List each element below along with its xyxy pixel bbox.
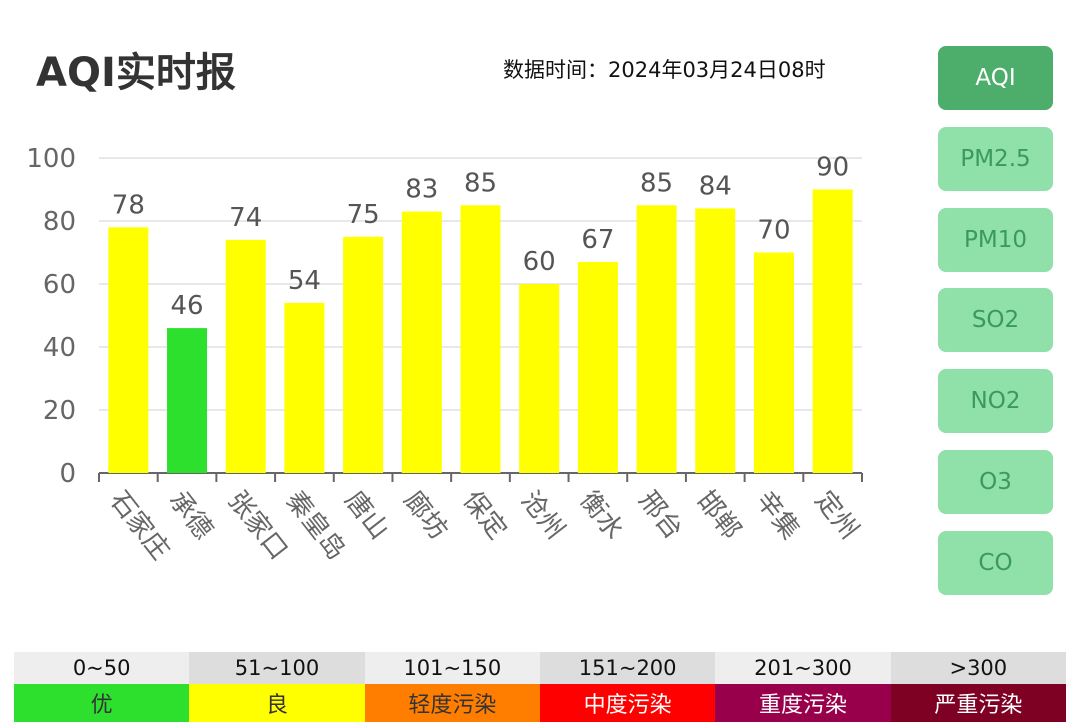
legend-level: 良 — [189, 684, 365, 722]
legend-level: 重度污染 — [715, 684, 891, 722]
y-tick-label: 40 — [43, 333, 76, 363]
bar — [695, 208, 736, 473]
y-tick-label: 80 — [43, 207, 76, 237]
legend-level: 轻度污染 — [364, 684, 540, 722]
legend-range: 201~300 — [715, 652, 891, 684]
y-tick-label: 0 — [59, 459, 76, 489]
bar — [753, 252, 794, 473]
data-label: 75 — [347, 200, 380, 230]
bar — [343, 236, 384, 473]
data-label: 67 — [581, 225, 614, 255]
bar — [812, 189, 853, 473]
bar — [284, 302, 325, 473]
pollutant-button-pm10[interactable]: PM10 — [938, 207, 1053, 272]
bar — [577, 261, 618, 473]
pollutant-button-pm25[interactable]: PM2.5 — [938, 126, 1053, 191]
pollutant-button-no2[interactable]: NO2 — [938, 369, 1053, 434]
legend-range: 0~50 — [14, 652, 190, 684]
legend-range: >300 — [890, 652, 1066, 684]
legend-level: 中度污染 — [539, 684, 716, 722]
pollutant-button-co[interactable]: CO — [938, 530, 1053, 595]
legend-range: 51~100 — [189, 652, 365, 684]
data-label: 60 — [523, 247, 556, 277]
page-title: AQI实时报 — [36, 50, 236, 96]
legend-range: 101~150 — [364, 652, 540, 684]
bar — [460, 205, 501, 473]
y-tick-label: 100 — [26, 144, 76, 174]
y-tick-label: 20 — [43, 396, 76, 426]
data-label: 78 — [112, 190, 145, 220]
data-label: 90 — [816, 153, 849, 183]
data-label: 46 — [170, 291, 203, 321]
bar — [401, 211, 442, 474]
data-label: 85 — [640, 168, 673, 198]
aqi-legend: 0~50 51~100 101~150 151~200 201~300 >300 优良轻度污… — [14, 652, 1066, 722]
pollutant-button-o3[interactable]: O3 — [938, 450, 1053, 514]
data-label: 54 — [288, 266, 321, 296]
data-label: 83 — [405, 175, 438, 205]
legend-level: 严重污染 — [890, 684, 1066, 722]
pollutant-button-aqi[interactable]: AQI — [938, 46, 1053, 110]
bar — [225, 239, 266, 473]
pollutant-button-so2[interactable]: SO2 — [938, 288, 1053, 353]
y-tick-label: 60 — [43, 270, 76, 300]
data-label: 85 — [464, 168, 497, 198]
bar — [108, 227, 149, 473]
bar — [167, 328, 208, 473]
data-label: 74 — [229, 203, 262, 233]
data-time: 数据时间：2024年03月24日08时 — [503, 58, 826, 82]
bar — [519, 284, 560, 473]
aqi-bar-chart: 0 20 40 60 80 100 78 46 74 54 75 83 85 60 67 85 84 70 90 — [26, 144, 863, 489]
legend-level: 优 — [14, 684, 190, 722]
data-label: 70 — [757, 216, 790, 246]
bar — [636, 205, 677, 473]
data-label: 84 — [699, 171, 732, 201]
legend-range: 151~200 — [539, 652, 716, 684]
